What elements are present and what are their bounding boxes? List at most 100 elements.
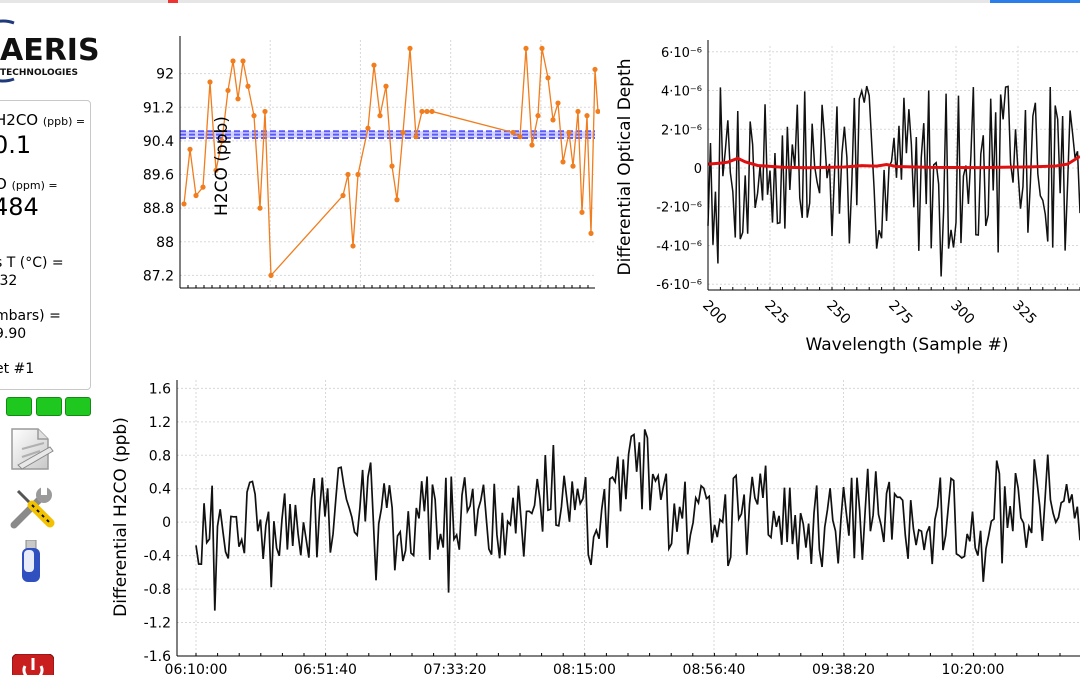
- h2co-point: [355, 171, 361, 178]
- h2co-point: [575, 108, 581, 115]
- status-led-3: [65, 397, 91, 416]
- h2co-point: [400, 129, 406, 136]
- h2co-point: [529, 142, 535, 148]
- pressure-value: 9.90: [0, 326, 27, 342]
- h2co-point: [187, 146, 193, 152]
- x-tick-label: 10:20:00: [942, 662, 1005, 675]
- accent-mark-red: [168, 0, 178, 3]
- h2co-point: [377, 113, 383, 119]
- h2co-band-lines: [180, 130, 595, 139]
- h2co-point: [200, 184, 206, 190]
- y-tick-label: 88: [156, 235, 174, 251]
- h2co-point: [268, 272, 274, 278]
- y-tick-label: 90.4: [143, 134, 174, 150]
- y-tick-label: -6·10⁻⁶: [656, 278, 702, 293]
- x-tick-label: 06:51:40: [294, 662, 357, 675]
- x-tick-label: 07:33:20: [424, 662, 487, 675]
- y-tick-label: 0.4: [149, 482, 171, 498]
- x-axis-label: Wavelength (Sample #): [806, 335, 1009, 355]
- status-led-1: [6, 397, 32, 416]
- y-tick-label: 0.8: [149, 448, 171, 464]
- h2co-point: [588, 230, 594, 236]
- window-top-strip: [0, 0, 1080, 3]
- differential-series: [195, 429, 1080, 611]
- h2co-point: [350, 243, 356, 249]
- h2co-point: [592, 66, 598, 73]
- h2co-point: [595, 108, 600, 115]
- aeris-logo: AERIS TECHNOLOGIES: [0, 19, 100, 83]
- h2co-point: [394, 197, 400, 203]
- wrench-screwdriver-icon[interactable]: [8, 483, 56, 531]
- x-tick-label: 08:56:40: [683, 662, 746, 675]
- chart-axes: [179, 36, 595, 289]
- h2co-point: [383, 83, 389, 89]
- y-tick-label: 88.8: [143, 201, 174, 217]
- h2co-point: [429, 108, 435, 115]
- y-tick-label: -0.4: [144, 549, 171, 565]
- x-tick-label: 08:15:00: [553, 662, 616, 675]
- differential-h2co-chart: 1.6 1.2 0.8 0.4 0 -0.4 -0.8 -1.2 -1.606:10:00 06:…: [111, 380, 1080, 675]
- h2co-point: [193, 192, 199, 199]
- status-led-2: [36, 397, 62, 416]
- h2co-point: [257, 205, 263, 211]
- y-axis-label: Differential H2CO (ppb): [111, 417, 131, 617]
- spectrum-fit-series: [707, 155, 1080, 170]
- y-tick-label: -2·10⁻⁶: [656, 201, 702, 216]
- h2co-point: [365, 125, 371, 131]
- h2co-series: [181, 45, 600, 278]
- y-tick-label: 92: [156, 67, 174, 83]
- spectrum-line: [707, 85, 1080, 277]
- h2co-point: [510, 129, 516, 136]
- power-button-icon[interactable]: [12, 654, 54, 675]
- y-tick-label: 2·10⁻⁶: [661, 123, 702, 138]
- y-tick-label: 87.2: [143, 268, 174, 284]
- y-tick-label: 6·10⁻⁶: [661, 46, 702, 61]
- h2co-point: [389, 163, 395, 169]
- svg-text:AERIS: AERIS: [0, 33, 100, 68]
- x-tick-label: 225: [761, 298, 791, 328]
- y-tick-label: -1.6: [144, 649, 171, 665]
- h2co-point: [570, 163, 576, 169]
- x-tick-label: 300: [947, 298, 977, 328]
- gas-temperature-label: s T (°C) =: [0, 255, 64, 271]
- usb-drive-icon[interactable]: [20, 540, 42, 584]
- y-tick-label: 1.2: [149, 415, 171, 431]
- h2co-reading-value: 0.1: [0, 131, 32, 159]
- x-tick-label: 325: [1009, 298, 1039, 328]
- h2co-timeseries-chart: 92 91.2 90.4 89.6 88.8 88 87.2 H2CO (ppb): [143, 36, 600, 289]
- spectrum-series: [707, 85, 1080, 277]
- x-tick-label: 275: [885, 298, 915, 328]
- differential-line: [195, 429, 1080, 611]
- setpoint-label: et #1: [0, 361, 35, 377]
- h2co-point: [219, 138, 225, 144]
- h2co-point: [371, 62, 377, 68]
- h2co-point: [235, 96, 241, 102]
- y-tick-label: 4·10⁻⁶: [661, 85, 702, 100]
- h2co-point: [523, 45, 529, 52]
- h2co-reading-label: H2CO (ppb) =: [0, 111, 86, 129]
- y-tick-label: 0: [162, 515, 171, 531]
- h2co-point: [550, 117, 556, 123]
- h2co-series-line: [183, 48, 599, 278]
- chart-axes: [707, 40, 1080, 291]
- h2co-point: [566, 129, 572, 136]
- h2co-point: [560, 159, 566, 165]
- tick-labels: 1.6 1.2 0.8 0.4 0 -0.4 -0.8 -1.2 -1.606:10:00 06:…: [144, 381, 1005, 675]
- svg-text:TECHNOLOGIES: TECHNOLOGIES: [0, 68, 78, 78]
- h2co-point: [207, 79, 213, 85]
- x-tick-label: 06:10:00: [165, 662, 228, 675]
- y-tick-label: -4·10⁻⁶: [656, 239, 702, 254]
- chart-grid: [177, 380, 1080, 657]
- h2co-point: [213, 167, 219, 173]
- accent-mark-blue: [990, 0, 1080, 3]
- differential-optical-depth-chart: 6·10⁻⁶ 4·10⁻⁶ 2·10⁻⁶ 0 -2·10⁻⁶ -4·10⁻⁶ -6·10⁻⁶…: [615, 40, 1080, 355]
- h2co-point: [584, 113, 590, 119]
- h2co-point: [424, 108, 430, 115]
- h2o-reading-label: O (ppm) =: [0, 175, 58, 193]
- h2co-point: [545, 75, 551, 81]
- readings-panel: H2CO (ppb) = 0.1 O (ppm) = 484 s T (°C) …: [0, 100, 91, 390]
- h2co-point: [230, 58, 236, 64]
- edit-document-icon[interactable]: [8, 425, 56, 473]
- pressure-label: mbars) =: [0, 308, 61, 324]
- h2co-point: [517, 134, 523, 140]
